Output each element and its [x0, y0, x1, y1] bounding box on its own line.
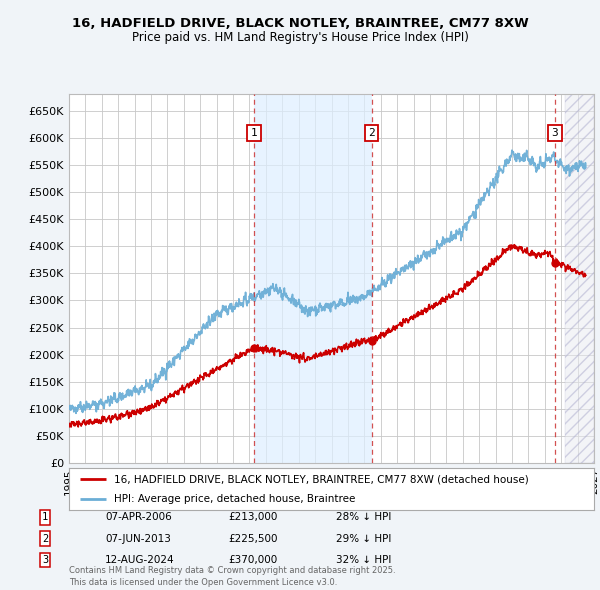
- Text: 3: 3: [551, 128, 559, 138]
- Text: 12-AUG-2024: 12-AUG-2024: [105, 555, 175, 565]
- Bar: [254, 94, 371, 463]
- Text: 28% ↓ HPI: 28% ↓ HPI: [336, 513, 391, 522]
- Text: £225,500: £225,500: [228, 534, 277, 543]
- Text: Price paid vs. HM Land Registry's House Price Index (HPI): Price paid vs. HM Land Registry's House …: [131, 31, 469, 44]
- Text: 29% ↓ HPI: 29% ↓ HPI: [336, 534, 391, 543]
- Text: 07-APR-2006: 07-APR-2006: [105, 513, 172, 522]
- Text: £370,000: £370,000: [228, 555, 277, 565]
- Text: £213,000: £213,000: [228, 513, 277, 522]
- Text: 3: 3: [42, 555, 48, 565]
- Text: 07-JUN-2013: 07-JUN-2013: [105, 534, 171, 543]
- Text: 16, HADFIELD DRIVE, BLACK NOTLEY, BRAINTREE, CM77 8XW (detached house): 16, HADFIELD DRIVE, BLACK NOTLEY, BRAINT…: [113, 474, 529, 484]
- Text: 1: 1: [251, 128, 257, 138]
- Text: 32% ↓ HPI: 32% ↓ HPI: [336, 555, 391, 565]
- Text: 1: 1: [42, 513, 48, 522]
- Text: 2: 2: [368, 128, 375, 138]
- Text: 16, HADFIELD DRIVE, BLACK NOTLEY, BRAINTREE, CM77 8XW: 16, HADFIELD DRIVE, BLACK NOTLEY, BRAINT…: [71, 17, 529, 30]
- Text: 2: 2: [42, 534, 48, 543]
- Text: Contains HM Land Registry data © Crown copyright and database right 2025.
This d: Contains HM Land Registry data © Crown c…: [69, 566, 395, 587]
- Text: HPI: Average price, detached house, Braintree: HPI: Average price, detached house, Brai…: [113, 494, 355, 504]
